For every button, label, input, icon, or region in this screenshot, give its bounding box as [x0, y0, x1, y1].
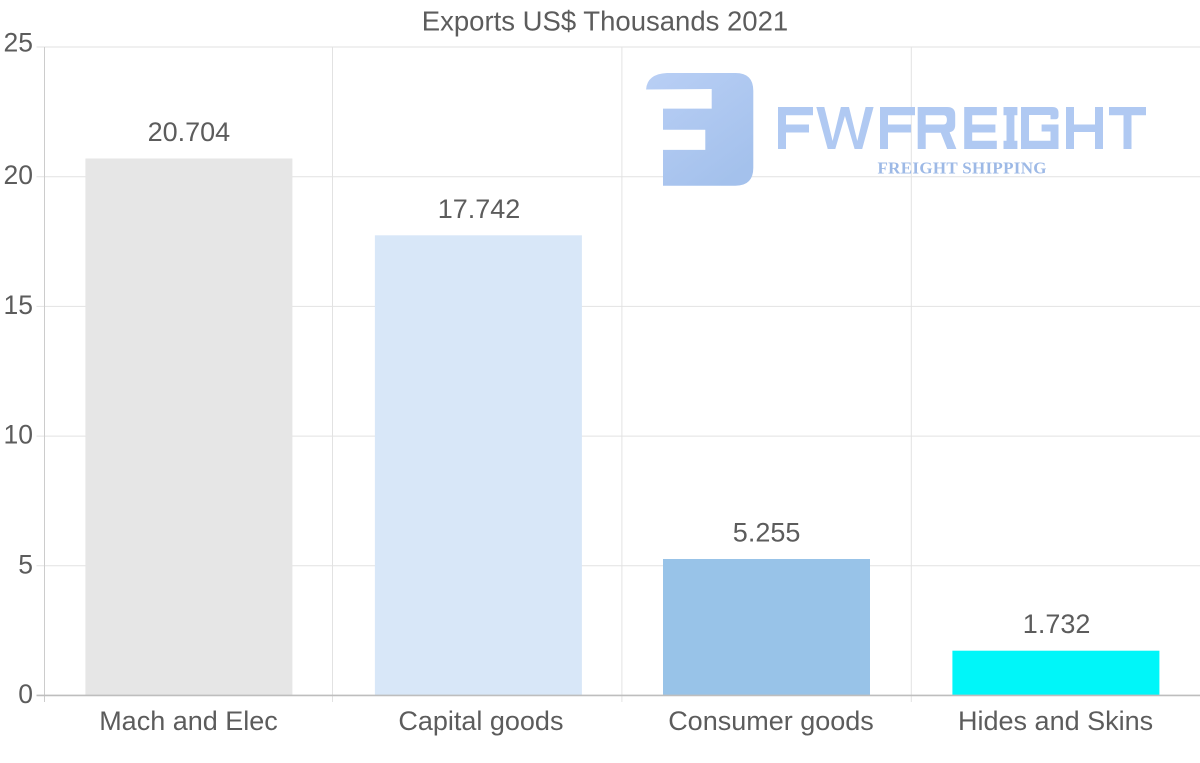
svg-text:Capital goods: Capital goods	[398, 706, 563, 736]
svg-text:Hides and Skins: Hides and Skins	[958, 706, 1153, 736]
svg-text:5.255: 5.255	[733, 518, 801, 548]
svg-text:15: 15	[4, 290, 33, 320]
svg-text:Consumer goods: Consumer goods	[668, 706, 874, 736]
svg-text:20.704: 20.704	[148, 117, 231, 147]
svg-text:17.742: 17.742	[438, 194, 521, 224]
svg-text:20: 20	[4, 160, 33, 190]
svg-text:25: 25	[4, 28, 33, 58]
svg-text:FREIGHT SHIPPING: FREIGHT SHIPPING	[878, 159, 1047, 178]
svg-text:1.732: 1.732	[1023, 609, 1091, 639]
svg-text:Mach and Elec: Mach and Elec	[99, 706, 278, 736]
svg-text:5: 5	[18, 549, 33, 579]
svg-text:0: 0	[18, 679, 33, 709]
svg-text:Exports US$ Thousands 2021: Exports US$ Thousands 2021	[422, 6, 788, 37]
svg-text:10: 10	[4, 420, 33, 450]
